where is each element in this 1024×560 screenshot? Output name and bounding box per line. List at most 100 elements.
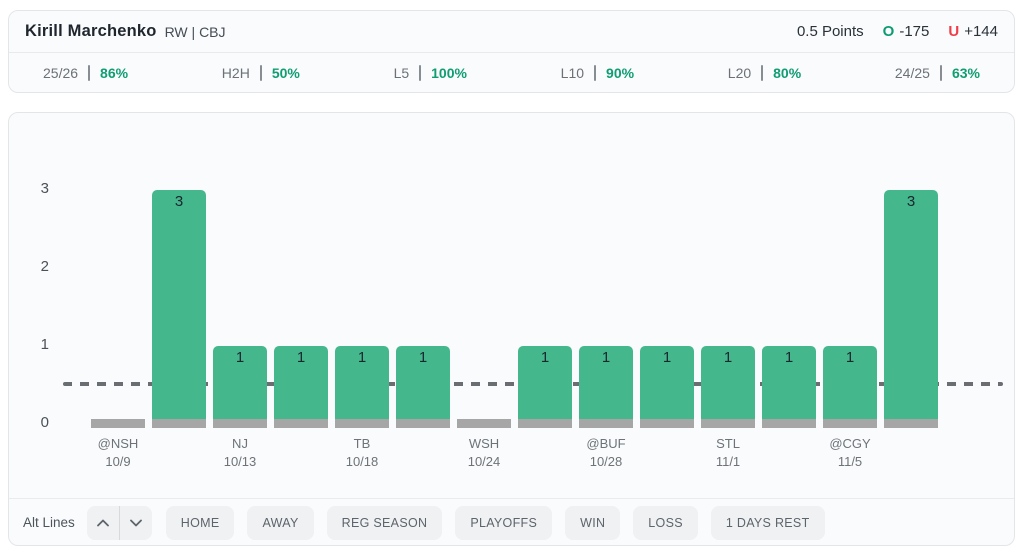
bar-zero-base [518,419,572,428]
alt-line-down-button[interactable] [120,506,152,540]
x-axis-label: TB 10/18 [345,436,379,470]
game-bar[interactable]: 1 [396,346,450,428]
bar-value-label: 3 [906,193,916,210]
bar-zero-base [701,419,755,428]
stat-label: 24/25 [894,65,930,81]
x-axis-label: @NSH 10/9 [97,436,139,470]
bar-value-label: 3 [174,193,184,210]
stat-item: L20 80% [728,65,801,81]
stat-item: L5 100% [394,65,467,81]
game-bar[interactable]: WSH 10/24 [457,419,511,469]
x-axis-label: WSH 10/24 [467,436,501,470]
stat-pipe-divider [939,65,942,81]
odds-group: 0.5 Points O -175 U +144 [797,23,998,40]
under-odds-value: +144 [964,23,998,40]
bar-zero-base [213,419,267,428]
bar-segment: 3 [884,190,938,419]
chart-controls-row: Alt Lines HOME AWAY REG SEASON PLAYOFFS WIN L… [9,498,1014,546]
bar-segment: 3 [152,190,206,419]
bars-container: @NSH 10/9 3 1 NJ 10/13 1 1 TB 10/18 1 WSH 10/24 1 1 @BU… [91,113,938,469]
stat-item: 25/26 86% [43,65,128,81]
game-bar[interactable]: 1 TB 10/18 [335,346,389,469]
filter-button-win[interactable]: WIN [565,505,621,540]
filter-button-1-days-rest[interactable]: 1 DAYS REST [710,505,825,540]
chevron-down-icon [129,519,142,526]
x-axis-label: NJ 10/13 [223,436,257,470]
bar-segment: 1 [823,346,877,419]
bar-value-label: 1 [662,349,672,366]
stat-label: L20 [727,65,752,81]
stat-label: 25/26 [43,65,79,81]
filter-button-playoffs[interactable]: PLAYOFFS [455,505,553,540]
bar-zero-base [579,419,633,428]
filter-button-loss[interactable]: LOSS [633,505,698,540]
y-axis-tick: 1 [40,336,49,353]
player-header-row: Kirill Marchenko RW | CBJ 0.5 Points O -… [9,11,1014,52]
player-header-card: Kirill Marchenko RW | CBJ 0.5 Points O -… [8,10,1015,93]
line-label: 0.5 Points [796,23,864,40]
bar-value-label: 1 [784,349,794,366]
stat-item: 24/25 63% [895,65,980,81]
bar-zero-base [274,419,328,428]
header-stats-divider [9,52,1014,53]
hit-rate-stats-row: 25/26 86% H2H 50% L5 100% L10 90% L20 80% 24/25 63% [9,53,1014,93]
bar-value-label: 1 [357,349,367,366]
over-icon: O [882,23,895,40]
bar-value-label: 1 [235,349,245,366]
stat-value: 50% [271,65,300,81]
x-axis-label: STL 11/1 [715,436,741,470]
bar-value-label: 1 [296,349,306,366]
bar-segment: 1 [274,346,328,419]
y-axis-tick: 2 [40,258,49,275]
game-bar[interactable]: 1 NJ 10/13 [213,346,267,469]
over-odds[interactable]: O -175 [883,23,930,40]
filter-buttons: HOME AWAY REG SEASON PLAYOFFS WIN LOSS 1 DAYS … [165,505,825,540]
bar-zero-base [884,419,938,428]
bar-segment: 1 [579,346,633,419]
stat-pipe-divider [88,65,91,81]
stat-label: L10 [560,65,585,81]
stat-value: 63% [951,65,980,81]
bar-segment: 1 [701,346,755,419]
bar-zero-base [457,419,511,428]
bar-zero-base [91,419,145,428]
stat-pipe-divider [419,65,422,81]
bar-segment: 1 [518,346,572,419]
bar-zero-base [335,419,389,428]
alt-line-up-button[interactable] [87,506,119,540]
alt-lines-stepper [86,505,152,540]
game-bar[interactable]: 1 [640,346,694,428]
game-bar[interactable]: 1 [518,346,572,428]
stat-value: 86% [100,65,129,81]
alt-lines-label: Alt Lines [23,515,75,530]
game-bar[interactable]: 3 [152,190,206,428]
stat-value: 100% [431,65,467,81]
game-bar[interactable]: 1 STL 11/1 [701,346,755,469]
filter-button-home[interactable]: HOME [165,505,235,540]
chart-card: @NSH 10/9 3 1 NJ 10/13 1 1 TB 10/18 1 WSH 10/24 1 1 @BU… [8,112,1015,546]
under-odds[interactable]: U +144 [948,23,998,40]
game-bar[interactable]: 1 @BUF 10/28 [579,346,633,469]
y-axis-tick: 0 [40,414,49,431]
stat-value: 90% [606,65,635,81]
game-bar[interactable]: 1 @CGY 11/5 [823,346,877,469]
game-bar[interactable]: 3 [884,190,938,428]
x-axis-label: @BUF 10/28 [586,436,626,470]
bar-value-label: 1 [418,349,428,366]
bar-value-label: 1 [540,349,550,366]
under-icon: U [948,23,960,40]
filter-button-reg-season[interactable]: REG SEASON [326,505,443,540]
filter-button-away[interactable]: AWAY [247,505,314,540]
game-bar[interactable]: 1 [762,346,816,428]
bar-value-label: 1 [601,349,611,366]
stat-pipe-divider [761,65,764,81]
bar-zero-base [762,419,816,428]
stat-label: L5 [393,65,410,81]
bar-zero-base [823,419,877,428]
stat-label: H2H [221,65,250,81]
bar-segment: 1 [213,346,267,419]
game-bar[interactable]: 1 [274,346,328,428]
game-bar[interactable]: @NSH 10/9 [91,419,145,469]
bar-zero-base [396,419,450,428]
